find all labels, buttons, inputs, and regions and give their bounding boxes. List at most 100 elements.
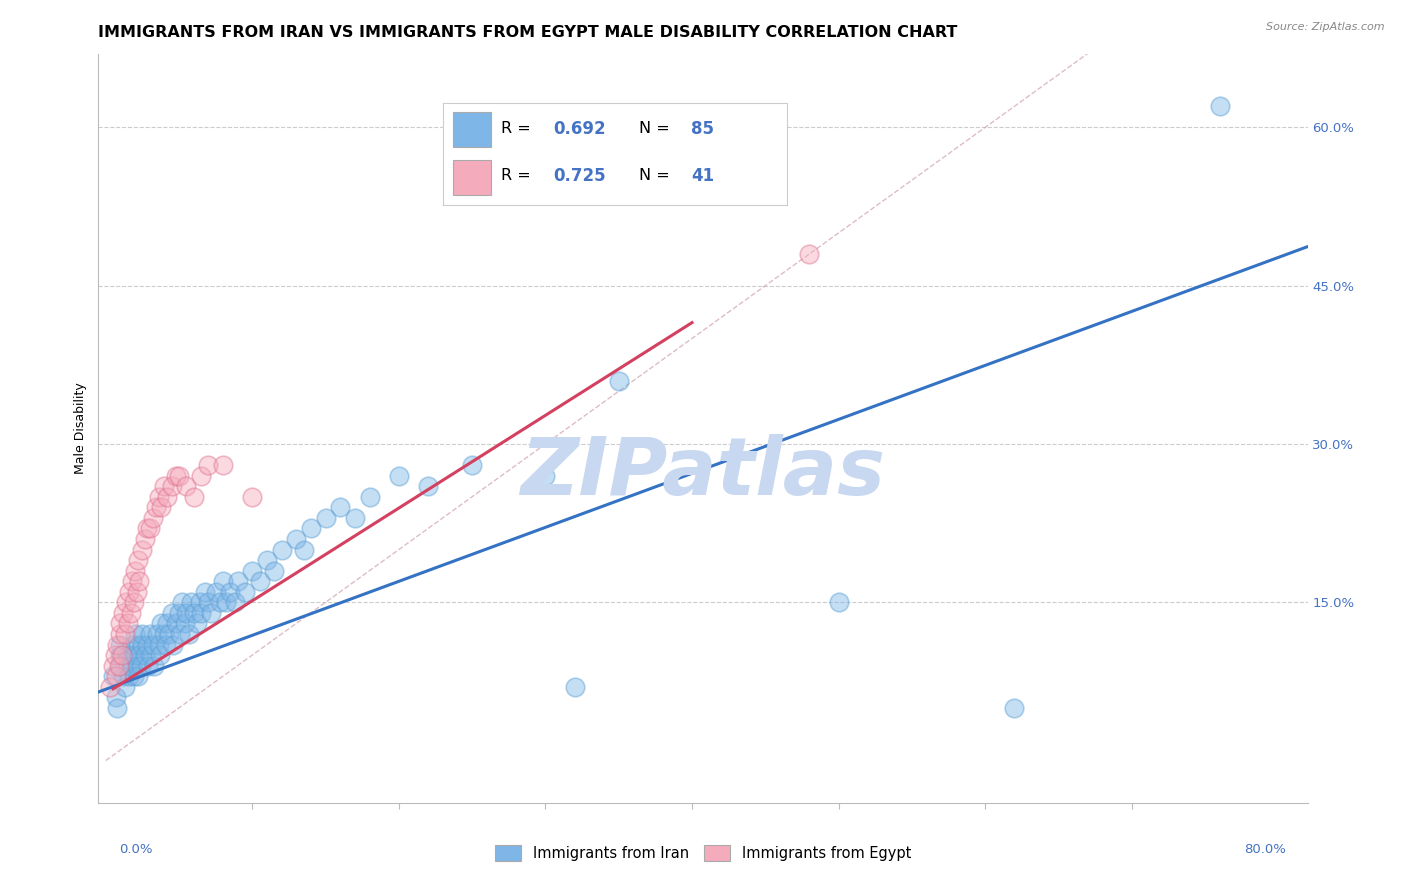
Point xyxy=(799,247,821,261)
Point xyxy=(107,638,129,652)
Point xyxy=(105,690,128,705)
Point xyxy=(157,627,180,641)
Point xyxy=(190,606,212,620)
Point xyxy=(127,638,149,652)
Point xyxy=(120,606,142,620)
Point xyxy=(204,584,226,599)
Point xyxy=(108,658,131,673)
Point xyxy=(167,606,190,620)
Point xyxy=(118,584,141,599)
Point xyxy=(122,669,145,683)
Point xyxy=(105,669,128,683)
Point xyxy=(1004,701,1026,715)
Point xyxy=(134,648,156,662)
Point xyxy=(212,574,235,589)
Text: 80.0%: 80.0% xyxy=(1244,843,1286,856)
Point xyxy=(160,479,183,493)
Point xyxy=(165,468,187,483)
Point xyxy=(110,638,132,652)
Point xyxy=(148,638,170,652)
Point xyxy=(110,627,132,641)
Point xyxy=(200,606,222,620)
Point xyxy=(209,595,232,609)
Y-axis label: Male Disability: Male Disability xyxy=(73,383,87,474)
Point xyxy=(120,648,142,662)
Point xyxy=(564,680,586,694)
Point xyxy=(127,669,149,683)
Text: IMMIGRANTS FROM IRAN VS IMMIGRANTS FROM EGYPT MALE DISABILITY CORRELATION CHART: IMMIGRANTS FROM IRAN VS IMMIGRANTS FROM … xyxy=(98,25,957,40)
Text: R =: R = xyxy=(502,121,536,136)
Point xyxy=(118,669,141,683)
Point xyxy=(124,627,146,641)
Point xyxy=(146,627,169,641)
Point xyxy=(212,458,235,472)
Point xyxy=(128,648,150,662)
Point xyxy=(1208,99,1230,113)
Point xyxy=(112,669,135,683)
Point xyxy=(219,584,242,599)
Point xyxy=(148,490,170,504)
Point xyxy=(153,627,176,641)
Point xyxy=(143,658,166,673)
Point xyxy=(131,638,153,652)
Point xyxy=(156,616,179,631)
Point xyxy=(125,658,148,673)
Point xyxy=(167,468,190,483)
Point xyxy=(112,606,135,620)
Point xyxy=(190,468,212,483)
Point xyxy=(153,479,176,493)
Text: Source: ZipAtlas.com: Source: ZipAtlas.com xyxy=(1267,22,1385,32)
Legend: Immigrants from Iran, Immigrants from Egypt: Immigrants from Iran, Immigrants from Eg… xyxy=(489,839,917,867)
Point xyxy=(169,627,191,641)
Point xyxy=(122,595,145,609)
Point xyxy=(129,658,152,673)
Point xyxy=(127,553,149,567)
Point xyxy=(170,595,193,609)
Point xyxy=(103,648,125,662)
Point xyxy=(138,521,160,535)
Point xyxy=(359,490,381,504)
Point xyxy=(263,564,285,578)
Point xyxy=(418,479,440,493)
Point xyxy=(461,458,484,472)
Point xyxy=(149,648,172,662)
Point xyxy=(226,574,249,589)
Point xyxy=(607,374,630,388)
Point xyxy=(299,521,322,535)
Point xyxy=(176,606,198,620)
Point xyxy=(292,542,315,557)
Point xyxy=(110,616,132,631)
Point xyxy=(101,669,124,683)
Point xyxy=(160,606,183,620)
Point xyxy=(98,680,121,694)
Point xyxy=(197,458,219,472)
Point xyxy=(136,658,159,673)
Point xyxy=(110,648,132,662)
Point xyxy=(186,616,208,631)
Point xyxy=(107,701,129,715)
Point xyxy=(121,658,143,673)
Text: 0.692: 0.692 xyxy=(553,120,606,137)
Point xyxy=(121,638,143,652)
Point xyxy=(165,616,187,631)
Text: 0.725: 0.725 xyxy=(553,167,606,185)
Point xyxy=(124,564,146,578)
Point xyxy=(270,542,292,557)
Point xyxy=(343,511,366,525)
Point xyxy=(315,511,337,525)
Point xyxy=(174,616,197,631)
Point xyxy=(176,479,198,493)
Point xyxy=(285,532,308,546)
Point xyxy=(141,648,163,662)
Point xyxy=(111,648,134,662)
Point xyxy=(183,490,205,504)
Point xyxy=(180,595,202,609)
Point xyxy=(125,584,148,599)
Point xyxy=(115,595,138,609)
Point xyxy=(162,638,184,652)
Point xyxy=(131,627,153,641)
Text: ZIPatlas: ZIPatlas xyxy=(520,434,886,512)
Point xyxy=(534,468,557,483)
Text: 41: 41 xyxy=(690,167,714,185)
Point xyxy=(142,638,165,652)
